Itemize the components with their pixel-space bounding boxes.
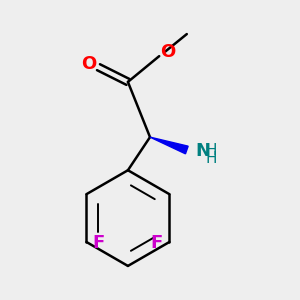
- Text: N: N: [196, 142, 211, 160]
- Text: O: O: [160, 44, 176, 62]
- Text: F: F: [151, 234, 163, 252]
- Text: H: H: [206, 143, 217, 158]
- Polygon shape: [150, 137, 188, 154]
- Text: F: F: [93, 234, 105, 252]
- Text: O: O: [81, 56, 96, 74]
- Text: H: H: [206, 151, 217, 166]
